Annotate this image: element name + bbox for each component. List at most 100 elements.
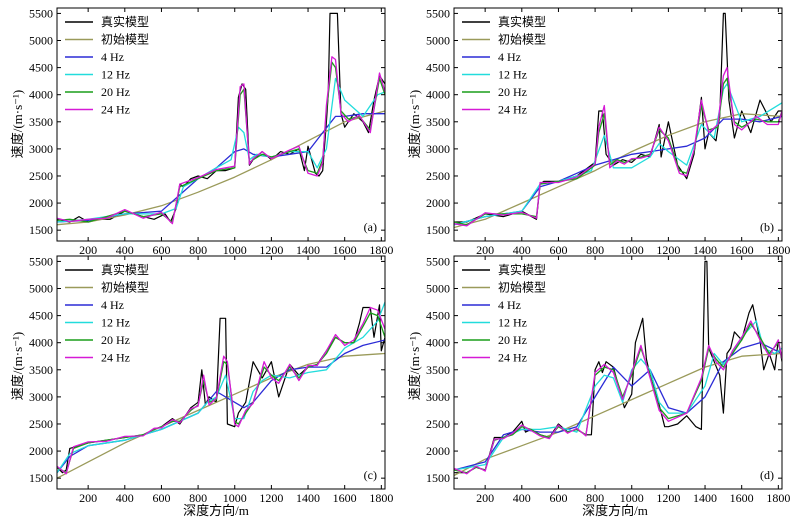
x-tick-label: 1200 — [656, 491, 680, 505]
y-tick-label: 4500 — [426, 61, 450, 75]
series-group — [57, 12, 385, 226]
y-tick-label: 5000 — [426, 282, 450, 296]
y-axis-title-bottom: 速度/(m·s⁻¹) — [10, 332, 25, 401]
x-tick-label: 1000 — [620, 491, 644, 505]
legend-label: 20 Hz — [498, 333, 527, 347]
y-tick-label: 5500 — [29, 6, 53, 20]
plot-frame — [56, 255, 386, 490]
x-tick-label: 200 — [79, 243, 97, 257]
legend-label: 初始模型 — [498, 281, 546, 295]
legend-label: 20 Hz — [101, 333, 130, 347]
legend-label: 初始模型 — [498, 33, 546, 47]
x-tick-label: 400 — [513, 243, 531, 257]
series-line-6 — [57, 306, 385, 475]
legend-label: 20 Hz — [101, 85, 130, 99]
x-tick-label: 600 — [549, 243, 567, 257]
y-tick-label: 3500 — [426, 115, 450, 129]
y-tick-label: 4500 — [29, 309, 53, 323]
x-tick-label: 1400 — [693, 243, 717, 257]
y-tick-label: 2000 — [29, 444, 53, 458]
legend-label: 24 Hz — [101, 351, 130, 365]
legend-label: 初始模型 — [101, 281, 149, 295]
x-tick-label: 1200 — [259, 243, 283, 257]
y-tick-label: 1500 — [426, 223, 450, 237]
legend-label: 12 Hz — [498, 316, 527, 330]
y-tick-label: 3000 — [426, 390, 450, 404]
plot-frame — [56, 7, 386, 242]
y-tick-label: 2500 — [426, 169, 450, 183]
series-line-3 — [454, 115, 782, 226]
x-tick-label: 600 — [549, 491, 567, 505]
legend-label: 真实模型 — [498, 14, 546, 29]
x-tick-label: 600 — [152, 491, 170, 505]
y-tick-label: 5000 — [29, 34, 53, 48]
y-tick-label: 2500 — [426, 417, 450, 431]
x-tick-label: 600 — [152, 243, 170, 257]
y-tick-label: 3000 — [426, 142, 450, 156]
y-tick-label: 4000 — [29, 88, 53, 102]
legend-label: 初始模型 — [101, 33, 149, 47]
y-tick-label: 3500 — [426, 363, 450, 377]
plot-frame — [453, 255, 783, 490]
legend-label: 真实模型 — [101, 14, 149, 29]
series-line-2 — [57, 110, 385, 226]
y-axis-title-bottom-right: 速度/(m·s⁻¹) — [407, 332, 422, 401]
y-tick-label: 5500 — [426, 254, 450, 268]
legend-label: 真实模型 — [101, 262, 149, 277]
x-tick-label: 200 — [79, 491, 97, 505]
x-tick-label: 1800 — [369, 491, 393, 505]
x-tick-label: 1000 — [620, 243, 644, 257]
y-tick-label: 3500 — [29, 363, 53, 377]
legend-label: 12 Hz — [101, 68, 130, 82]
y-tick-label: 5000 — [426, 34, 450, 48]
series-line-5 — [454, 323, 782, 474]
y-tick-label: 1500 — [29, 223, 53, 237]
x-tick-label: 400 — [116, 243, 134, 257]
y-axis-title-top: 速度/(m·s⁻¹) — [10, 90, 25, 159]
x-axis-title-left: 深度方向/m — [183, 503, 249, 518]
y-tick-label: 2000 — [426, 444, 450, 458]
x-tick-label: 1600 — [333, 243, 357, 257]
series-line-6 — [454, 66, 782, 227]
legend-label: 4 Hz — [498, 50, 521, 64]
x-tick-label: 1800 — [369, 243, 393, 257]
y-tick-label: 4500 — [426, 309, 450, 323]
legend-label: 4 Hz — [498, 298, 521, 312]
y-tick-label: 3000 — [29, 142, 53, 156]
y-tick-label: 5000 — [29, 282, 53, 296]
series-line-2 — [57, 352, 385, 479]
x-tick-label: 200 — [476, 243, 494, 257]
legend-label: 4 Hz — [101, 298, 124, 312]
x-tick-label: 200 — [476, 491, 494, 505]
x-tick-label: 1400 — [693, 491, 717, 505]
panel-label: (b) — [760, 220, 774, 234]
x-tick-label: 1600 — [730, 243, 754, 257]
y-tick-label: 5500 — [426, 6, 450, 20]
series-group — [454, 12, 782, 229]
y-tick-label: 2000 — [426, 196, 450, 210]
legend-label: 24 Hz — [498, 351, 527, 365]
x-tick-label: 400 — [513, 491, 531, 505]
legend-label: 12 Hz — [498, 68, 527, 82]
plot-frame — [453, 7, 783, 242]
y-tick-label: 1500 — [426, 471, 450, 485]
series-line-3 — [57, 113, 385, 223]
y-tick-label: 4000 — [29, 336, 53, 350]
x-tick-label: 1000 — [223, 491, 247, 505]
panel-label: (d) — [760, 468, 774, 482]
panel-2: 1500 2000 2500 3000 3500 4000 4500 5000 5500 200 4… — [426, 6, 790, 257]
legend-label: 真实模型 — [498, 262, 546, 277]
x-tick-label: 1800 — [766, 243, 790, 257]
panel-label: (a) — [364, 220, 377, 234]
x-tick-label: 800 — [189, 243, 207, 257]
y-tick-label: 5500 — [29, 254, 53, 268]
y-tick-label: 3500 — [29, 115, 53, 129]
x-tick-label: 1600 — [730, 491, 754, 505]
legend-label: 12 Hz — [101, 316, 130, 330]
x-tick-label: 1200 — [259, 491, 283, 505]
x-tick-label: 400 — [116, 491, 134, 505]
series-group — [57, 301, 385, 479]
